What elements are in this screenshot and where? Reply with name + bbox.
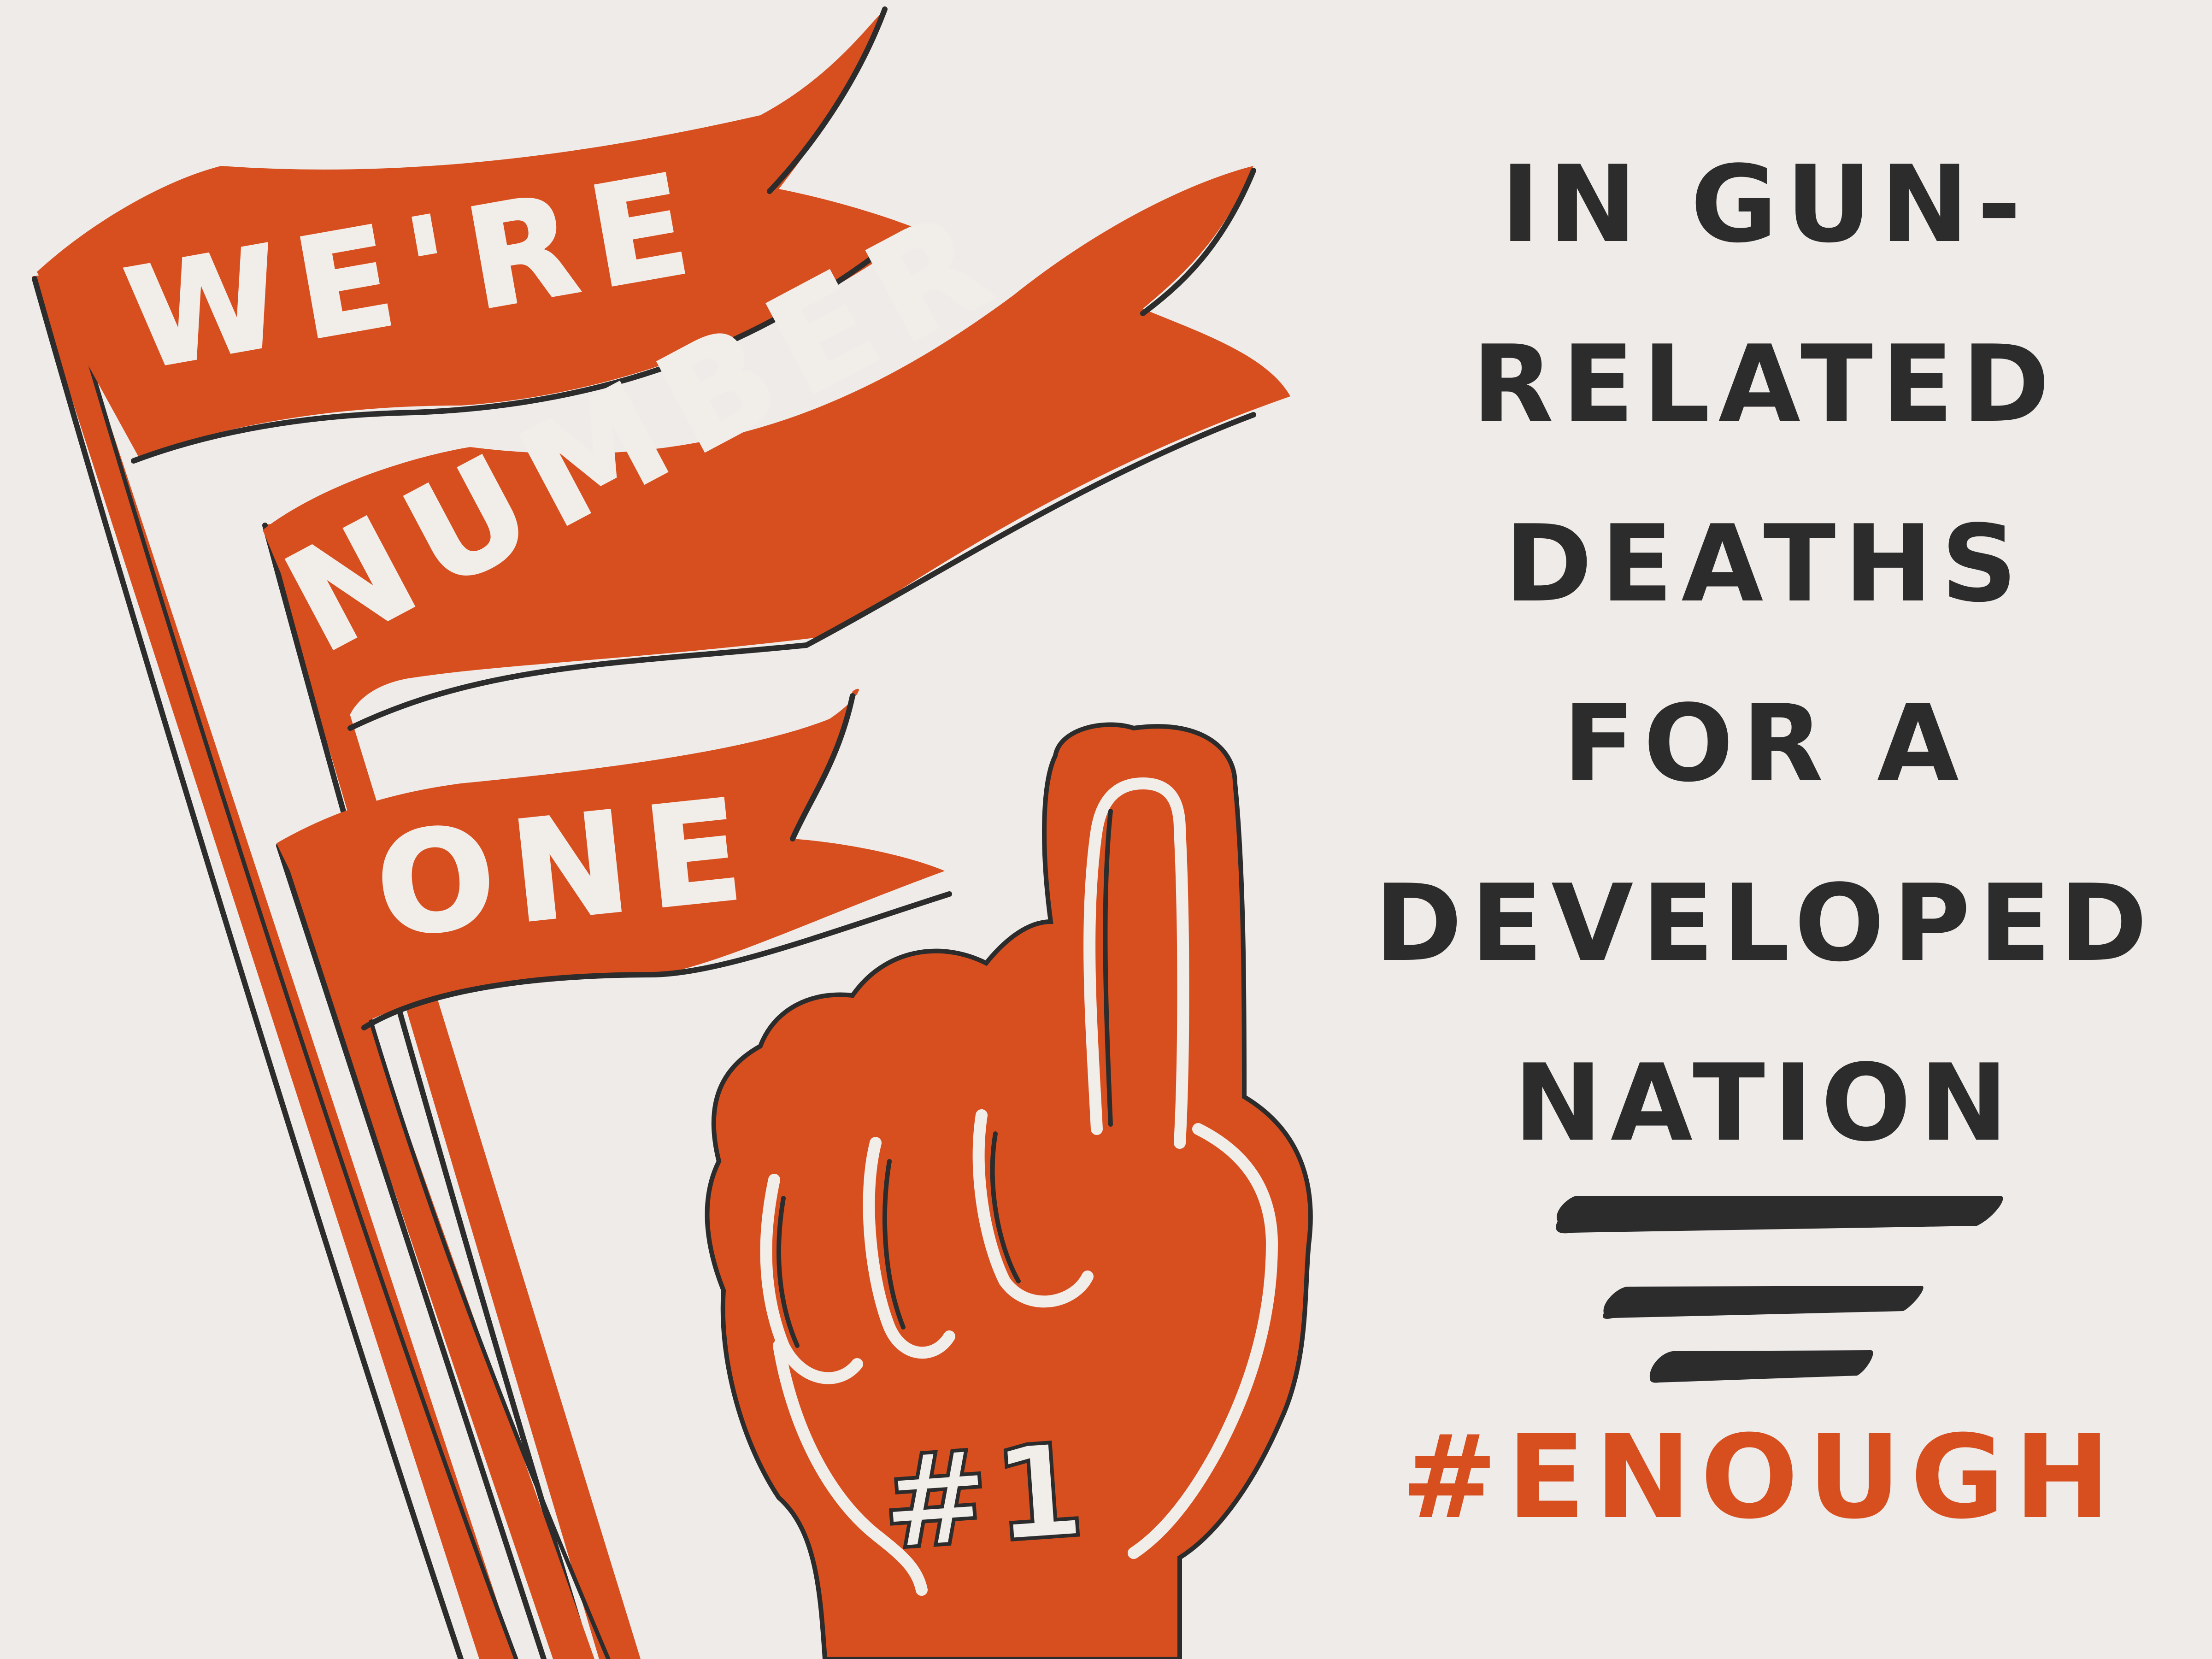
headline-line-6: NATION [1513,1042,2017,1165]
flag-poles [32,272,641,1659]
headline-line-3: DEATHS [1504,503,2026,626]
pennant-flag-3: ONE [276,688,952,1030]
headline-line-1: IN GUN- [1500,143,2030,266]
headline: IN GUN- RELATED DEATHS FOR A DEVELOPED N… [1373,115,2157,1194]
divider-dash-2 [1603,1286,1924,1319]
divider-dash-3 [1649,1350,1873,1383]
headline-line-2: RELATED [1472,323,2058,446]
hashtag-enough: #ENOUGH [1401,1410,2120,1544]
divider-dash-1 [1556,1196,2003,1234]
headline-line-5: DEVELOPED [1374,862,2156,985]
foam-finger-label: #1 [877,1415,1094,1579]
pennant-flag-1: WE'RE [37,6,922,464]
headline-line-4: FOR A [1563,682,1967,806]
foam-finger: #1 [705,722,1313,1659]
